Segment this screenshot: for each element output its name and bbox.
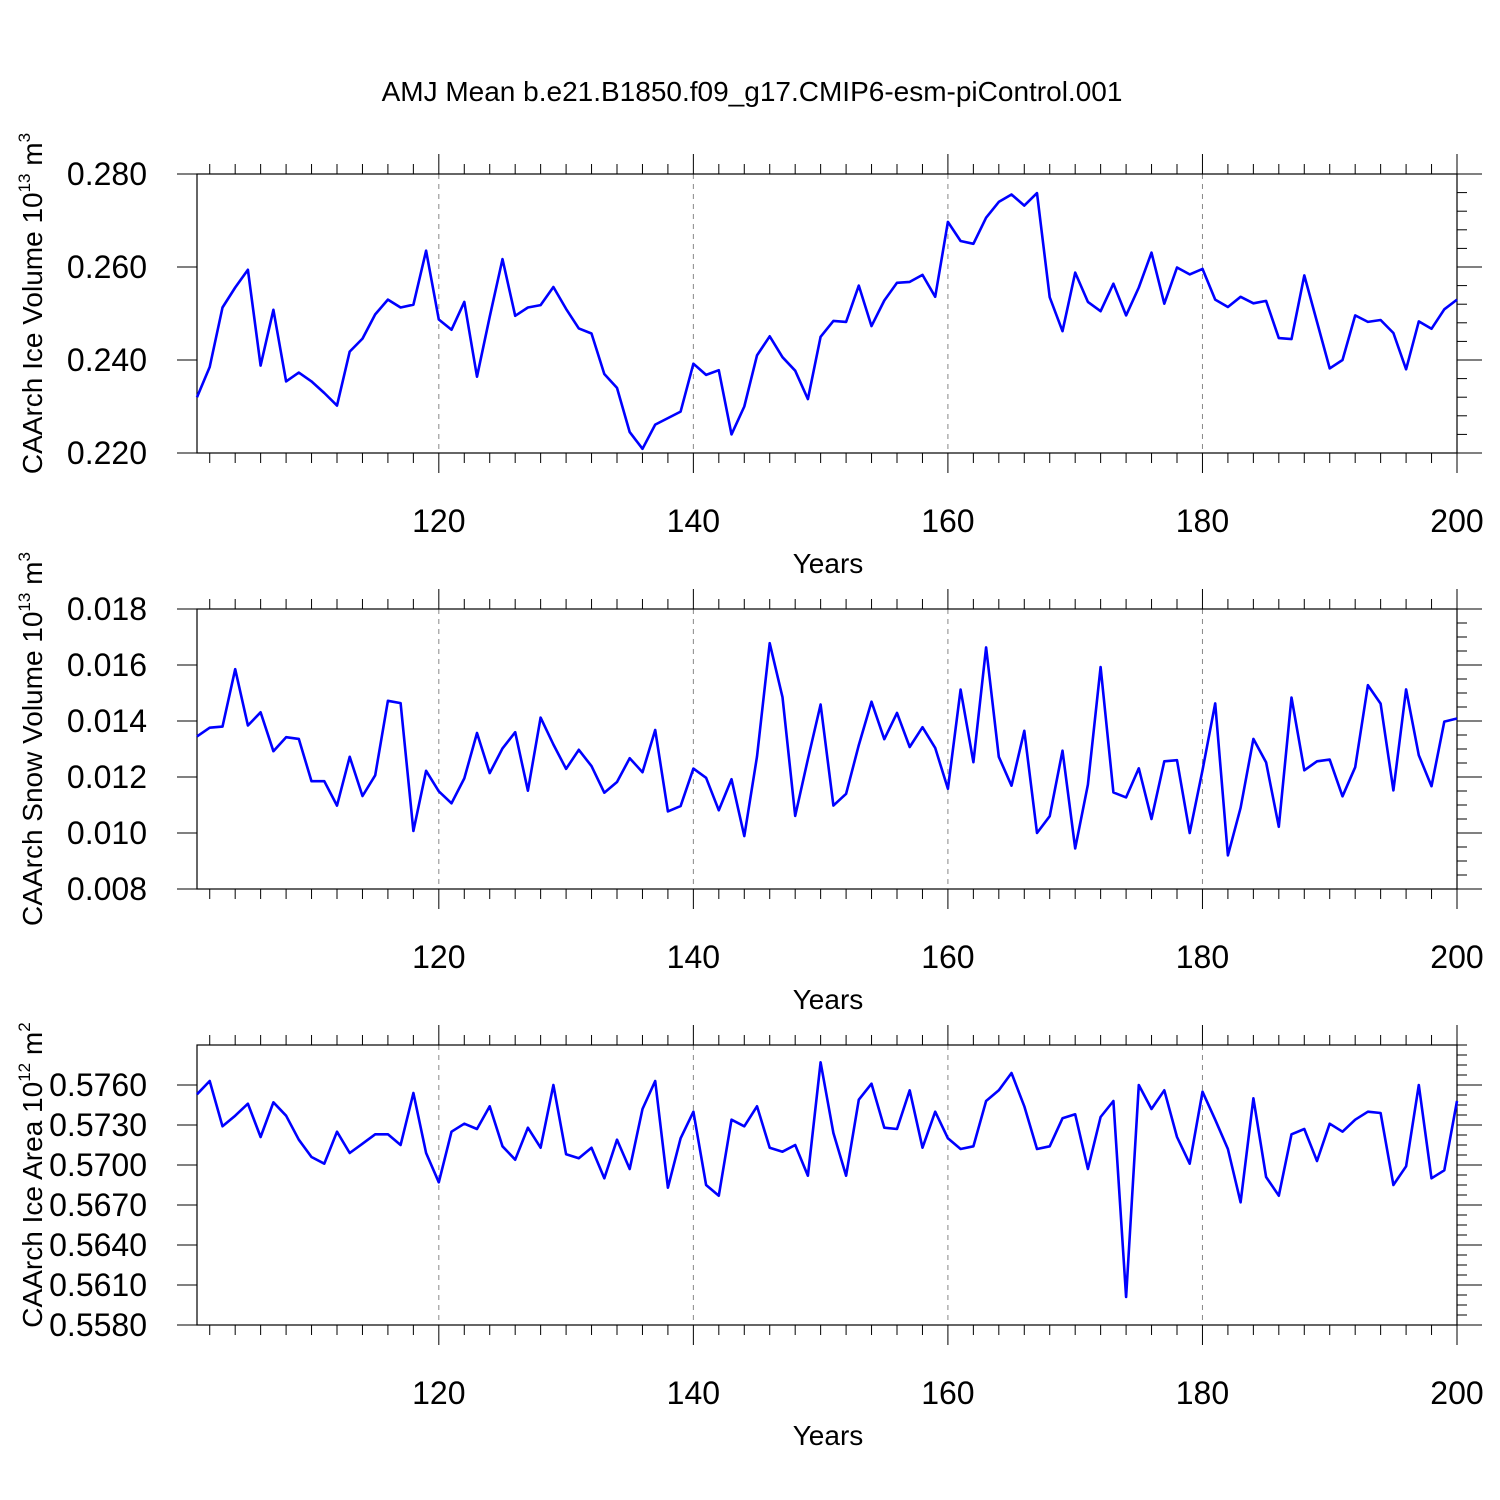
y-axis-title-part: m (17, 142, 48, 173)
chart-panel-ice-area: 0.5580 0.5610 0.5640 0.5670 0.5700 0.5730 0.57… (15, 1022, 1484, 1451)
y-axis-title-part: CAArch Ice Volume 10 (17, 192, 48, 474)
y-axis-title-part: 2 (15, 1022, 34, 1031)
y-axis-title-part: 3 (15, 133, 34, 142)
x-tick-label: 180 (1176, 503, 1229, 539)
x-tick-label: 180 (1176, 939, 1229, 975)
y-axis-title-part: 12 (15, 1063, 34, 1082)
chart-panel-ice-volume: 0.220 0.240 0.260 0.280 120 140 160 180 200 Years… (15, 133, 1484, 579)
y-axis-title-part: 13 (15, 593, 34, 612)
x-axis-title: Years (793, 548, 864, 579)
y-axis-title-part: 13 (15, 173, 34, 192)
y-tick-label: 0.014 (67, 703, 147, 739)
y-axis-title-part: CAArch Snow Volume 10 (17, 612, 48, 926)
y-axis-title: CAArch Ice Area 1012 m2 (15, 1022, 48, 1327)
y-tick-label: 0.240 (67, 342, 147, 378)
x-tick-label: 160 (921, 1375, 974, 1411)
x-axis-title: Years (793, 1420, 864, 1451)
y-axis-title: CAArch Snow Volume 1013 m3 (15, 552, 48, 926)
y-tick-label: 0.5730 (49, 1107, 147, 1143)
x-tick-label: 200 (1430, 503, 1483, 539)
y-tick-label: 0.280 (67, 156, 147, 192)
x-tick-label: 160 (921, 503, 974, 539)
x-tick-label: 140 (667, 939, 720, 975)
y-tick-label: 0.016 (67, 647, 147, 683)
y-axis-title-part: m (17, 562, 48, 593)
y-tick-label: 0.5610 (49, 1267, 147, 1303)
x-tick-label: 120 (412, 1375, 465, 1411)
y-tick-label: 0.008 (67, 871, 147, 907)
y-axis-title-part: CAArch Ice Area 10 (17, 1082, 48, 1328)
x-axis-title: Years (793, 984, 864, 1015)
figure-title: AMJ Mean b.e21.B1850.f09_g17.CMIP6-esm-p… (382, 76, 1123, 107)
x-tick-label: 160 (921, 939, 974, 975)
x-tick-label: 200 (1430, 1375, 1483, 1411)
series-line-ice-area (196, 1061, 1459, 1299)
plot-frame (196, 1044, 1458, 1326)
chart-panel-snow-volume: 0.008 0.010 0.012 0.014 0.016 0.018 120 140 160 1… (15, 552, 1484, 1015)
x-tick-label: 140 (667, 1375, 720, 1411)
y-tick-label: 0.5640 (49, 1227, 147, 1263)
y-tick-label: 0.5670 (49, 1187, 147, 1223)
y-axis-title-part: m (17, 1032, 48, 1063)
y-axis-title-part: 3 (15, 552, 34, 561)
x-tick-label: 120 (412, 503, 465, 539)
x-tick-label: 180 (1176, 1375, 1229, 1411)
y-tick-label: 0.010 (67, 815, 147, 851)
x-tick-label: 120 (412, 939, 465, 975)
y-tick-label: 0.5760 (49, 1067, 147, 1103)
x-tick-label: 140 (667, 503, 720, 539)
plot-frame (196, 608, 1458, 890)
series-line-snow-volume (196, 641, 1458, 857)
x-tick-label: 200 (1430, 939, 1483, 975)
series-line-ice-volume (195, 191, 1458, 451)
y-tick-label: 0.012 (67, 759, 147, 795)
y-tick-label: 0.018 (67, 591, 147, 627)
y-tick-label: 0.5700 (49, 1147, 147, 1183)
y-tick-label: 0.5580 (49, 1307, 147, 1343)
plot-frame (196, 173, 1458, 454)
y-tick-label: 0.220 (67, 435, 147, 471)
y-tick-label: 0.260 (67, 249, 147, 285)
y-axis-title: CAArch Ice Volume 1013 m3 (15, 133, 48, 474)
